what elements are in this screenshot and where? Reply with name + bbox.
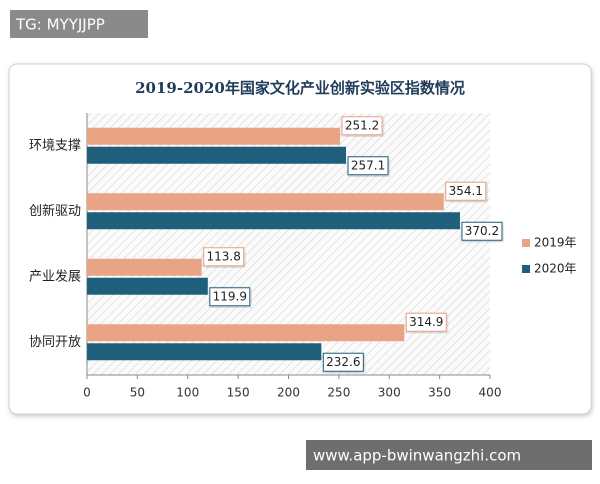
value-label-box xyxy=(209,287,251,307)
value-label-box xyxy=(445,181,487,201)
bar xyxy=(87,212,460,230)
value-label-box xyxy=(461,221,503,241)
bar xyxy=(87,258,202,276)
value-label: 314.9 xyxy=(409,315,443,329)
y-tick-label: 创新驱动 xyxy=(29,203,81,219)
value-label-box xyxy=(341,116,383,136)
tag-box xyxy=(10,10,148,38)
value-label: 232.6 xyxy=(326,355,360,369)
value-label: 119.9 xyxy=(213,289,247,303)
value-label: 113.8 xyxy=(206,249,240,263)
value-label-box xyxy=(347,156,389,176)
bar xyxy=(87,127,341,145)
value-label: 370.2 xyxy=(465,224,499,238)
value-label-box xyxy=(322,352,364,372)
legend-swatch xyxy=(522,239,530,247)
bar xyxy=(87,146,347,164)
legend-label: 2020年 xyxy=(534,262,577,276)
bar xyxy=(87,343,322,361)
value-label: 354.1 xyxy=(449,184,483,198)
x-tick-label: 350 xyxy=(428,386,451,400)
value-label: 251.2 xyxy=(345,118,379,132)
footer-box xyxy=(306,440,592,470)
x-tick-label: 300 xyxy=(378,386,401,400)
value-label-box xyxy=(405,312,447,332)
y-tick-label: 环境支撑 xyxy=(29,138,81,153)
x-tick-label: 200 xyxy=(277,386,300,400)
x-tick-label: 50 xyxy=(130,386,145,400)
legend-swatch xyxy=(522,265,530,273)
top-tag: TG: MYYJJPP xyxy=(15,16,105,34)
x-tick-label: 400 xyxy=(479,386,502,400)
bar xyxy=(87,193,444,211)
bar xyxy=(87,324,405,342)
x-tick-label: 100 xyxy=(176,386,199,400)
y-tick-label: 产业发展 xyxy=(29,268,81,284)
chart-title: 2019-2020年国家文化产业创新实验区指数情况 xyxy=(135,79,465,97)
value-label: 257.1 xyxy=(351,158,385,172)
bar xyxy=(87,277,208,295)
value-label-box xyxy=(203,247,245,267)
x-tick-label: 0 xyxy=(83,386,91,400)
y-tick-label: 协同开放 xyxy=(29,335,81,350)
legend-label: 2019年 xyxy=(534,236,577,250)
x-tick-label: 250 xyxy=(327,386,350,400)
footer-url: www.app-bwinwangzhi.com xyxy=(313,447,521,465)
x-tick-label: 150 xyxy=(227,386,250,400)
